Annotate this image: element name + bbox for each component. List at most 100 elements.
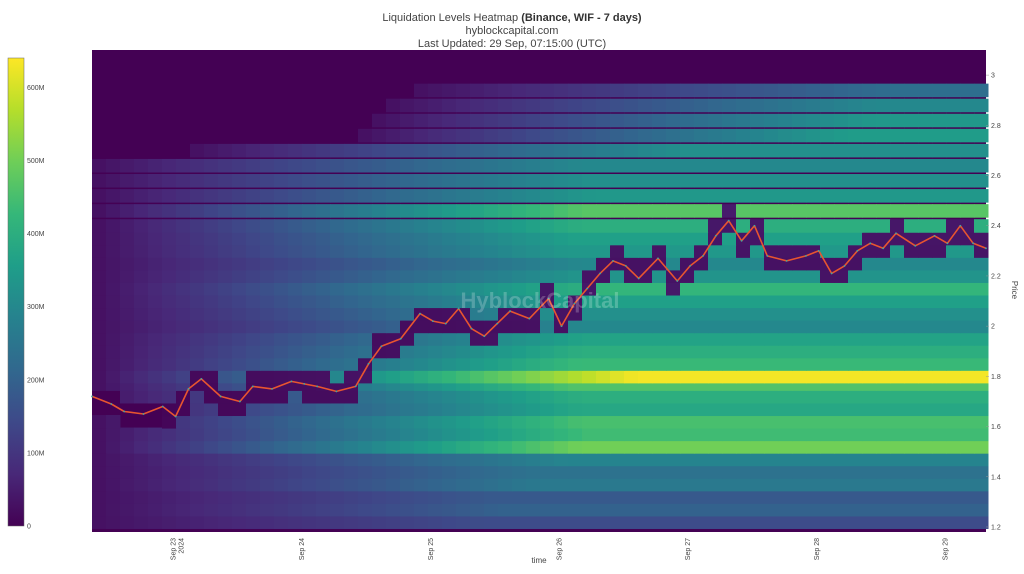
heatmap-cell — [918, 490, 933, 504]
heatmap-cell — [652, 440, 667, 454]
heatmap-cell — [106, 515, 121, 529]
heatmap-cell — [190, 158, 205, 173]
heatmap-band — [92, 477, 989, 492]
heatmap-cell — [484, 83, 499, 98]
heatmap-cell — [960, 440, 975, 454]
colorbar-tick-label: 300M — [27, 304, 45, 311]
heatmap-cell — [666, 415, 681, 429]
heatmap-cell — [134, 256, 149, 271]
heatmap-cell — [526, 256, 541, 271]
heatmap-cell — [960, 281, 975, 296]
heatmap-cell — [568, 440, 583, 454]
heatmap-cell — [414, 415, 429, 429]
heatmap-cell — [792, 427, 807, 442]
heatmap-cell — [260, 369, 275, 384]
heatmap-cell — [120, 369, 135, 384]
heatmap-cell — [106, 415, 121, 429]
heatmap-cell — [722, 158, 737, 173]
heatmap-cell — [820, 113, 835, 128]
heatmap-cell — [260, 490, 275, 504]
heatmap-cell — [610, 231, 625, 246]
heatmap-cell — [162, 307, 177, 321]
heatmap-cell — [932, 113, 947, 128]
heatmap-cell — [694, 389, 709, 404]
heatmap-cell — [708, 452, 723, 467]
heatmap-cell — [890, 143, 905, 158]
heatmap-cell — [722, 427, 737, 442]
heatmap-cell — [456, 319, 471, 334]
heatmap-cell — [568, 231, 583, 246]
heatmap-cell — [162, 502, 177, 517]
heatmap-cell — [750, 415, 765, 429]
heatmap-cell — [582, 189, 597, 203]
heatmap-cell — [736, 415, 751, 429]
heatmap-cell — [358, 281, 373, 296]
heatmap-cell — [946, 281, 961, 296]
heatmap-cell — [498, 231, 513, 246]
heatmap-cell — [680, 502, 695, 517]
heatmap-cell — [820, 427, 835, 442]
heatmap-band — [372, 113, 989, 128]
heatmap-cell — [498, 332, 513, 346]
heatmap-cell — [120, 440, 135, 454]
heatmap-cell — [92, 452, 107, 467]
heatmap-cell — [582, 369, 597, 384]
heatmap-cell — [344, 174, 359, 188]
heatmap-cell — [330, 158, 345, 173]
heatmap-cell — [330, 452, 345, 467]
heatmap-cell — [638, 158, 653, 173]
heatmap-cell — [736, 427, 751, 442]
heatmap-cell — [498, 244, 513, 258]
heatmap-cell — [904, 344, 919, 359]
heatmap-cell — [92, 490, 107, 504]
heatmap-cell — [470, 307, 485, 321]
heatmap-cell — [260, 269, 275, 283]
heatmap-cell — [330, 256, 345, 271]
heatmap-cell — [834, 83, 849, 98]
heatmap-band — [92, 219, 989, 233]
heatmap-cell — [862, 502, 877, 517]
heatmap-cell — [736, 357, 751, 371]
heatmap-cell — [778, 158, 793, 173]
heatmap-cell — [946, 402, 961, 417]
heatmap-cell — [932, 415, 947, 429]
heatmap-cell — [358, 402, 373, 417]
heatmap-cell — [400, 440, 415, 454]
heatmap-cell — [960, 427, 975, 442]
heatmap-cell — [414, 389, 429, 404]
y-tick-label: 2.2 — [991, 273, 1001, 280]
heatmap-cell — [218, 502, 233, 517]
heatmap-cell — [876, 389, 891, 404]
heatmap-cell — [680, 158, 695, 173]
heatmap-cell — [946, 98, 961, 113]
heatmap-cell — [344, 490, 359, 504]
heatmap-cell — [372, 143, 387, 158]
heatmap-cell — [386, 440, 401, 454]
price-point — [239, 400, 241, 403]
heatmap-cell — [638, 219, 653, 233]
heatmap-cell — [792, 204, 807, 218]
heatmap-cell — [736, 128, 751, 143]
heatmap-cell — [792, 357, 807, 371]
heatmap-cell — [610, 244, 625, 258]
heatmap-cell — [260, 344, 275, 359]
heatmap-cell — [722, 143, 737, 158]
heatmap-cell — [820, 490, 835, 504]
heatmap-cell — [330, 269, 345, 283]
heatmap-cell — [946, 174, 961, 188]
heatmap-cell — [750, 244, 765, 258]
heatmap-cell — [134, 269, 149, 283]
heatmap-cell — [540, 256, 555, 271]
heatmap-cell — [554, 231, 569, 246]
heatmap-cell — [330, 477, 345, 492]
heatmap-cell — [624, 515, 639, 529]
heatmap-cell — [638, 244, 653, 258]
heatmap-cell — [680, 281, 695, 296]
price-point — [933, 234, 936, 237]
heatmap-cell — [526, 465, 541, 479]
heatmap-cell — [722, 128, 737, 143]
heatmap-cell — [596, 477, 611, 492]
heatmap-cell — [148, 477, 163, 492]
heatmap-cell — [554, 189, 569, 203]
heatmap-cell — [764, 158, 779, 173]
